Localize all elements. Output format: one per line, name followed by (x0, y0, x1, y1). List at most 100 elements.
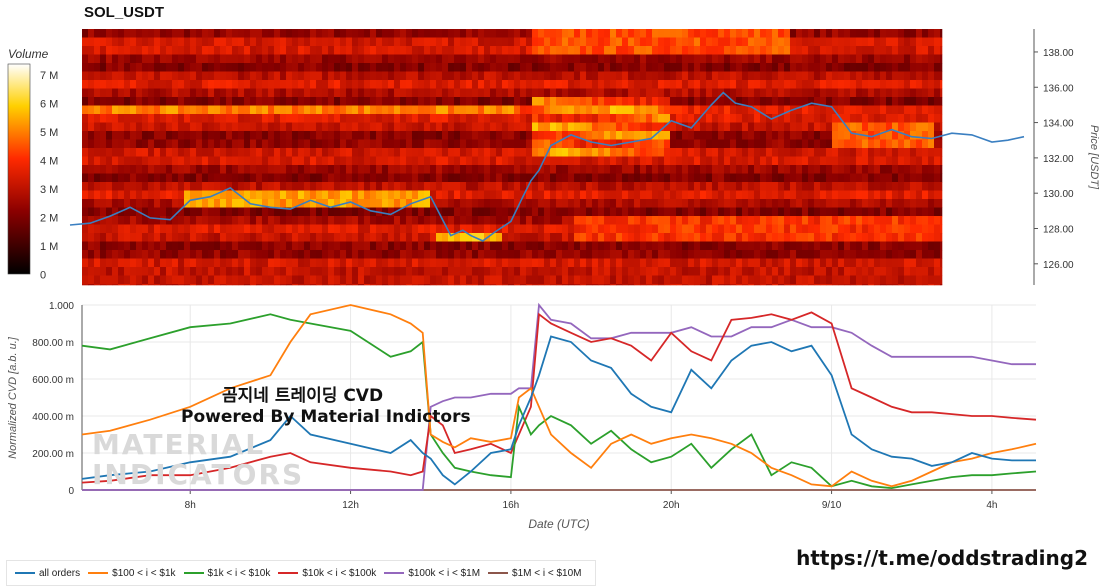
heatmap-cell (496, 275, 503, 285)
heatmap-cell (262, 97, 269, 106)
heatmap-cell (436, 156, 443, 166)
heatmap-cell (130, 258, 137, 268)
heatmap-cell (634, 29, 641, 38)
legend-item[interactable]: all orders (15, 568, 80, 579)
heatmap-cell (424, 241, 431, 251)
heatmap-cell (106, 54, 113, 64)
heatmap-cell (592, 284, 599, 286)
heatmap-cell (826, 190, 833, 200)
heatmap-cell (484, 54, 491, 64)
heatmap-cell (682, 165, 689, 174)
heatmap-cell (748, 46, 755, 55)
heatmap-cell (706, 122, 713, 132)
heatmap-cell (526, 216, 533, 225)
heatmap-cell (724, 216, 731, 225)
heatmap-cell (616, 122, 623, 132)
heatmap-cell (160, 71, 167, 81)
heatmap-cell (262, 105, 269, 115)
heatmap-cell (112, 250, 119, 259)
heatmap-cell (430, 63, 437, 72)
heatmap-cell (490, 173, 497, 183)
heatmap-cell (772, 105, 779, 115)
heatmap-cell (274, 122, 281, 132)
heatmap-cell (760, 284, 767, 286)
heatmap-cell (856, 241, 863, 251)
heatmap-cell (700, 216, 707, 225)
heatmap-cell (922, 88, 929, 98)
legend-item[interactable]: $100 < i < $1k (88, 568, 176, 579)
heatmap-cell (736, 275, 743, 285)
heatmap-cell (700, 46, 707, 55)
heatmap-cell (112, 139, 119, 149)
heatmap-cell (934, 190, 941, 200)
heatmap-cell (250, 284, 257, 286)
heatmap-cell (250, 207, 257, 217)
heatmap-cell (904, 207, 911, 217)
heatmap-cell (580, 54, 587, 64)
heatmap-cell (478, 97, 485, 106)
heatmap-cell (544, 267, 551, 276)
heatmap-cell (100, 46, 107, 55)
heatmap-cell (736, 29, 743, 38)
heatmap-cell (328, 37, 335, 47)
heatmap-cell (538, 250, 545, 259)
heatmap-cell (604, 284, 611, 286)
heatmap-cell (376, 156, 383, 166)
heatmap-cell (832, 250, 839, 259)
heatmap-cell (910, 258, 917, 268)
heatmap-cell (310, 148, 317, 157)
heatmap-cell (454, 233, 461, 242)
heatmap-cell (238, 250, 245, 259)
heatmap-cell (376, 139, 383, 149)
heatmap-cell (520, 267, 527, 276)
heatmap-cell (670, 165, 677, 174)
heatmap-cell (202, 233, 209, 242)
heatmap-cell (826, 63, 833, 72)
heatmap-cell (256, 131, 263, 140)
heatmap-cell (688, 258, 695, 268)
heatmap-cell (142, 139, 149, 149)
heatmap-cell (160, 199, 167, 208)
heatmap-cell (718, 224, 725, 234)
heatmap-cell (142, 250, 149, 259)
heatmap-cell (904, 139, 911, 149)
telegram-link[interactable]: https://t.me/oddstrading2 (796, 546, 1088, 570)
heatmap-cell (172, 224, 179, 234)
heatmap-cell (670, 46, 677, 55)
heatmap-cell (376, 173, 383, 183)
heatmap-cell (868, 29, 875, 38)
heatmap-cell (262, 80, 269, 89)
heatmap-cell (94, 71, 101, 81)
heatmap-cell (808, 182, 815, 191)
legend-item[interactable]: $1k < i < $10k (183, 568, 270, 579)
heatmap-cell (748, 71, 755, 81)
heatmap-cell (724, 199, 731, 208)
legend-item[interactable]: $100k < i < $1M (384, 568, 480, 579)
legend-item[interactable]: $10k < i < $100k (278, 568, 376, 579)
heatmap-cell (502, 267, 509, 276)
heatmap-cell (340, 207, 347, 217)
legend-item[interactable]: $1M < i < $10M (488, 568, 582, 579)
heatmap-cell (742, 63, 749, 72)
heatmap-cell (112, 88, 119, 98)
heatmap-cell (388, 97, 395, 106)
heatmap-cell (676, 54, 683, 64)
heatmap-cell (850, 114, 857, 123)
heatmap-cell (112, 173, 119, 183)
heatmap-cell (730, 250, 737, 259)
heatmap-cell (256, 139, 263, 149)
heatmap-cell (880, 173, 887, 183)
legend-swatch (15, 572, 35, 574)
heatmap-cell (142, 37, 149, 47)
heatmap-cell (508, 156, 515, 166)
heatmap-cell (820, 54, 827, 64)
heatmap-cell (88, 199, 95, 208)
heatmap-cell (550, 156, 557, 166)
heatmap-cell (868, 148, 875, 157)
heatmap-cell (238, 156, 245, 166)
heatmap-cell (184, 250, 191, 259)
heatmap-cell (820, 139, 827, 149)
heatmap-cell (346, 207, 353, 217)
heatmap-cell (160, 165, 167, 174)
heatmap-cell (910, 216, 917, 225)
